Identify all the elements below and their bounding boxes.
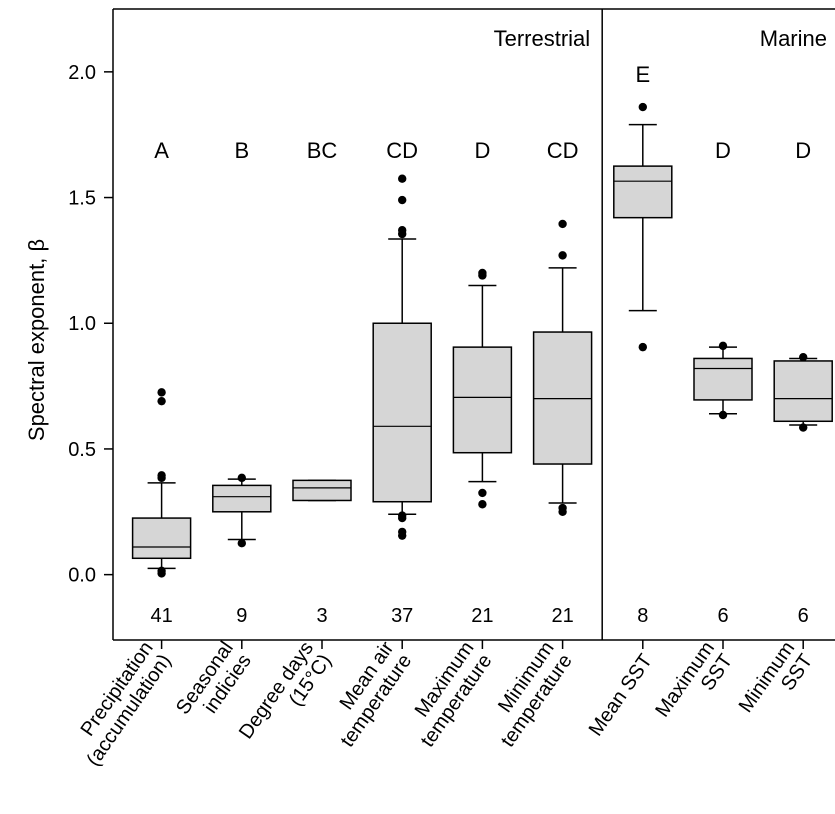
x-category-label-line: Mean SST [585, 650, 657, 740]
x-category-label: Degree days(15°C) [235, 638, 336, 756]
outlier-point [398, 226, 407, 235]
group-letter: CD [547, 138, 579, 163]
y-tick-label: 2.0 [68, 62, 96, 84]
group-letter: A [154, 138, 169, 163]
group-letter: D [715, 138, 731, 163]
x-category-label: Precipitation(accumulation) [64, 638, 175, 771]
x-category-label: Maximumtemperature [399, 638, 497, 752]
panel-label-marine: Marine [760, 26, 827, 51]
box-group: E8 [613, 62, 673, 627]
box-group: A 41 [131, 138, 192, 627]
sample-size-label: 6 [717, 605, 728, 627]
outlier-point [398, 527, 407, 537]
outlier-point [638, 102, 647, 112]
box-group: D6 [693, 138, 753, 627]
sample-size-label: 6 [798, 605, 809, 627]
sample-size-label: 41 [150, 605, 172, 627]
outlier-point [478, 488, 487, 498]
outlier-point [558, 251, 567, 260]
outlier-point [237, 539, 246, 548]
iqr-box [131, 517, 192, 560]
group-letter: B [234, 138, 249, 163]
outlier-point [398, 195, 407, 205]
iqr-box [532, 331, 593, 465]
outlier-point [398, 174, 407, 183]
group-letter: D [474, 138, 490, 163]
outlier-point [718, 410, 728, 420]
iqr-box [372, 322, 432, 503]
box-group: CD 21 [532, 138, 593, 627]
y-axis: 0.0 0.5 1.0 1.5 2.0 [68, 62, 113, 587]
x-category-label: Mean airtemperature [318, 637, 416, 751]
sample-size-label: 21 [471, 605, 493, 627]
y-tick-label: 1.5 [68, 188, 96, 210]
y-tick-label: 0.5 [68, 439, 96, 461]
iqr-box [613, 165, 673, 219]
outlier-point [237, 473, 246, 483]
outlier-point [157, 471, 166, 480]
plot-frame [112, 8, 835, 641]
sample-size-label: 9 [236, 605, 247, 627]
sample-size-label: 8 [637, 605, 648, 627]
iqr-box [773, 360, 833, 423]
sample-size-label: 21 [551, 605, 573, 627]
panel-labels: Terrestrial Marine [494, 26, 827, 51]
outlier-point [558, 503, 567, 513]
group-letter: BC [307, 138, 338, 163]
group-letter: CD [386, 138, 418, 163]
x-category-label: MinimumSST [735, 638, 818, 730]
box-group: B9 [212, 138, 272, 627]
sample-size-label: 37 [391, 605, 413, 627]
outlier-point [799, 423, 808, 432]
box-group: BC 3 [292, 138, 352, 627]
outlier-point [157, 566, 166, 576]
iqr-box [212, 484, 272, 513]
x-axis: Precipitation(accumulation)Seasonalindic… [64, 637, 818, 771]
group-letter: D [795, 138, 811, 163]
panel-label-terrestrial: Terrestrial [494, 26, 591, 51]
outlier-point [478, 500, 487, 509]
outlier-point [638, 342, 647, 352]
outlier-point [478, 268, 487, 278]
outlier-point [157, 388, 166, 397]
outlier-point [157, 396, 166, 406]
outlier-point [718, 341, 728, 351]
y-tick-label: 0.0 [68, 565, 96, 587]
x-category-label: Mean SST [585, 650, 657, 740]
outlier-point [799, 352, 808, 362]
outlier-point [398, 511, 407, 520]
group-letter: E [635, 62, 650, 87]
iqr-box [452, 346, 513, 454]
y-axis-label: Spectral exponent, β [24, 239, 49, 441]
sample-size-label: 3 [316, 605, 327, 627]
box-group: D6 [773, 138, 833, 627]
iqr-box [693, 357, 753, 401]
box-group: D 21 [452, 138, 513, 627]
iqr-box [292, 479, 352, 502]
x-category-label: MaximumSST [651, 638, 737, 734]
box-group: CD 37 [372, 138, 432, 627]
x-category-label: Minimumtemperature [479, 638, 577, 752]
outlier-point [558, 219, 567, 229]
y-tick-label: 1.0 [68, 313, 96, 335]
